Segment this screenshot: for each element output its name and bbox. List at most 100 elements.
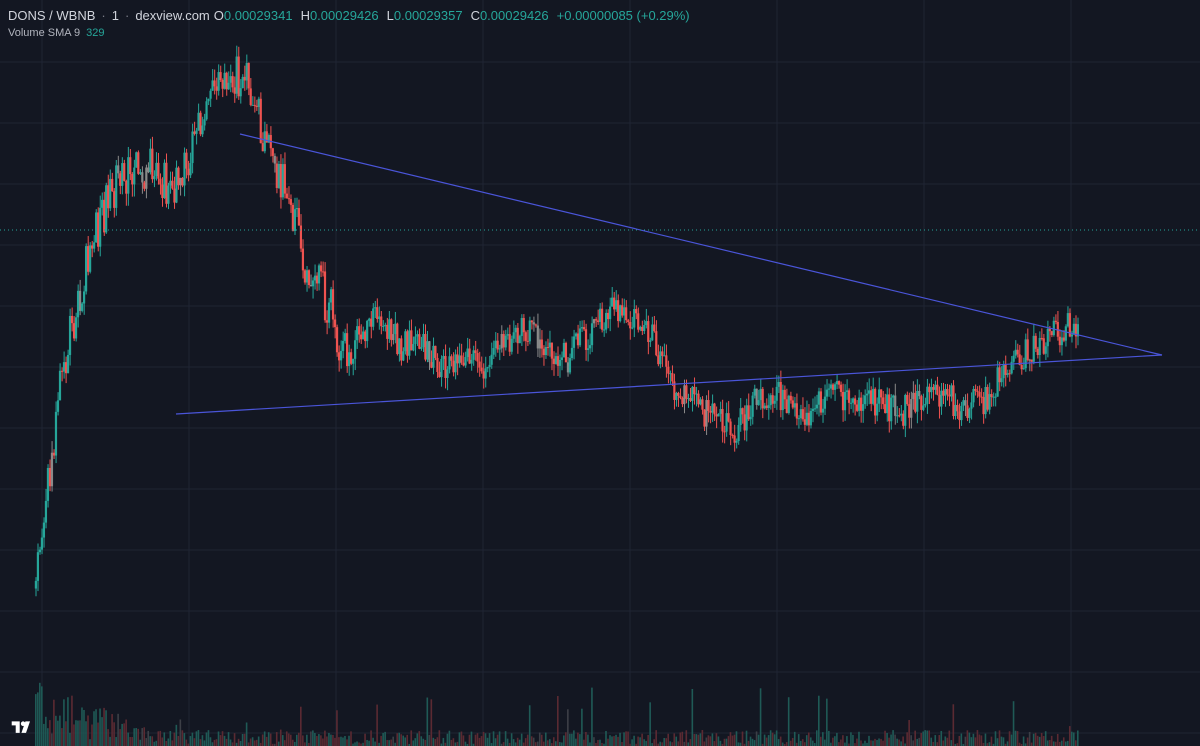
candle-body	[811, 408, 814, 411]
candle-body	[315, 275, 319, 284]
volume-bar	[328, 733, 330, 746]
volume-bar	[930, 737, 933, 746]
volume-bar	[201, 735, 204, 746]
volume-bar	[163, 732, 166, 746]
volume-bar	[689, 739, 692, 746]
volume-bar	[502, 742, 505, 746]
candle-body	[849, 402, 853, 404]
candle-body	[878, 389, 881, 404]
candle-body	[564, 342, 568, 363]
candle-body	[588, 345, 592, 349]
volume-bar	[739, 742, 742, 746]
volume-bar	[743, 743, 746, 746]
volume-bar	[932, 741, 935, 746]
volume-bar	[526, 734, 529, 746]
candle-body	[554, 356, 557, 364]
candle-body	[502, 334, 505, 348]
volume-bar	[263, 731, 266, 746]
volume-bar	[886, 733, 888, 746]
candle-body	[418, 334, 421, 349]
candle-body	[384, 324, 387, 327]
candle-body	[352, 358, 355, 364]
candle-body	[964, 400, 967, 406]
volume-legend[interactable]: Volume SMA 9 329	[8, 27, 690, 39]
candle-body	[476, 353, 479, 362]
volume-bar	[209, 737, 212, 746]
interval-label[interactable]: 1	[111, 8, 119, 23]
volume-bar	[418, 731, 421, 746]
volume-bar	[565, 732, 567, 746]
candle-body	[219, 72, 222, 80]
candle-body	[747, 405, 750, 420]
volume-bar	[169, 731, 172, 746]
candle-body	[884, 404, 887, 414]
candle-body	[958, 411, 961, 421]
candle-body	[916, 390, 919, 412]
candle-body	[809, 410, 812, 426]
candle-body	[548, 342, 551, 348]
volume-bar	[518, 739, 521, 746]
candle-body	[556, 356, 560, 366]
volume-bar	[960, 733, 963, 746]
volume-bar	[1018, 742, 1021, 746]
volume-bar	[291, 739, 294, 746]
candle-body	[95, 212, 98, 243]
volume-bar	[444, 742, 447, 746]
candle-body	[711, 403, 714, 413]
candle-body	[329, 289, 333, 303]
candle-body	[715, 414, 718, 417]
candle-body	[755, 388, 758, 405]
volume-bar	[1024, 743, 1027, 746]
volume-bar	[1050, 735, 1053, 746]
volume-bar	[629, 743, 631, 746]
volume-bar	[432, 737, 435, 746]
volume-bar	[107, 729, 109, 746]
candle-body	[789, 395, 792, 401]
candle-body	[861, 404, 865, 411]
volume-bar	[428, 734, 431, 746]
volume-bar	[611, 736, 613, 746]
volume-bar	[490, 743, 493, 746]
candle-body	[727, 413, 730, 422]
candle-body	[530, 320, 533, 323]
candle-body	[408, 330, 411, 356]
volume-bar	[456, 741, 459, 746]
volume-bar	[605, 730, 607, 746]
volume-bar	[151, 736, 154, 746]
candle-body	[594, 319, 598, 321]
volume-bar	[249, 738, 252, 746]
volume-bar	[380, 735, 382, 746]
candle-body	[687, 398, 690, 400]
volume-bar	[73, 724, 75, 746]
volume-bar	[918, 737, 920, 746]
volume-bar	[826, 698, 828, 746]
volume-bar	[235, 742, 238, 746]
candle-body	[125, 180, 128, 194]
volume-bar	[482, 731, 485, 746]
candle-body	[602, 329, 606, 331]
candle-body	[703, 409, 706, 427]
candle-body	[886, 394, 889, 414]
volume-bar	[663, 737, 666, 746]
candle-body	[313, 275, 317, 281]
candle-body	[568, 358, 572, 373]
candle-body	[99, 207, 102, 247]
tradingview-logo-icon[interactable]	[10, 718, 34, 734]
volume-bar	[872, 740, 874, 746]
candle-body	[36, 552, 40, 581]
trendlines[interactable]	[175, 133, 1163, 415]
volume-bar	[336, 710, 338, 746]
volume-bar	[922, 731, 925, 746]
volume-bar	[157, 731, 160, 746]
volume-bar	[127, 732, 129, 746]
symbol-label[interactable]: DONS / WBNB	[8, 8, 96, 23]
volume-bar	[994, 731, 997, 746]
volume-bar	[153, 741, 156, 746]
candle-body	[233, 87, 236, 94]
volume-bar	[83, 709, 85, 746]
volume-bar	[715, 733, 718, 746]
candle-body	[109, 178, 112, 209]
volume-bar	[159, 730, 162, 746]
candle-body	[705, 400, 708, 427]
